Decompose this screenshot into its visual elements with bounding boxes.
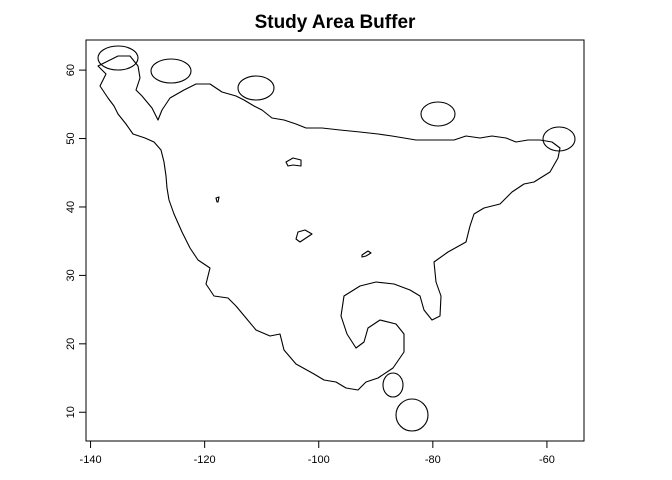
x-tick-label: -60: [539, 454, 555, 466]
y-tick-label: 40: [65, 201, 77, 213]
buffer-loop-coast: [237, 75, 275, 101]
buffer-hole-west: [215, 196, 220, 203]
plot-frame: [85, 39, 585, 442]
y-tick-label: 10: [65, 406, 77, 418]
x-tick-label: -140: [80, 454, 102, 466]
y-tick-label: 60: [65, 64, 77, 76]
x-axis: -140 -120 -100 -80 -60: [80, 440, 555, 466]
buffer-loop-alaska: [97, 45, 139, 71]
buffer-hole-east: [361, 250, 372, 258]
buffer-loop-gulf: [150, 58, 192, 84]
y-tick-label: 50: [65, 132, 77, 144]
buffer-loop-hudson: [420, 101, 456, 127]
y-tick-label: 30: [65, 269, 77, 281]
y-tick-label: 20: [65, 338, 77, 350]
y-axis: 10 20 30 40 50 60: [65, 64, 87, 418]
plot-title: Study Area Buffer: [255, 12, 416, 33]
x-tick-label: -120: [194, 454, 216, 466]
x-tick-label: -80: [425, 454, 441, 466]
buffer-hole-central: [295, 229, 313, 243]
buffer-hole-north: [285, 157, 302, 167]
buffer-loop-hispaniola: [395, 398, 429, 432]
x-tick-label: -100: [308, 454, 330, 466]
buffer-loop-cuba: [382, 372, 404, 398]
buffer-loop-newfoundland: [542, 126, 576, 152]
buffer-mainland: [97, 55, 561, 391]
